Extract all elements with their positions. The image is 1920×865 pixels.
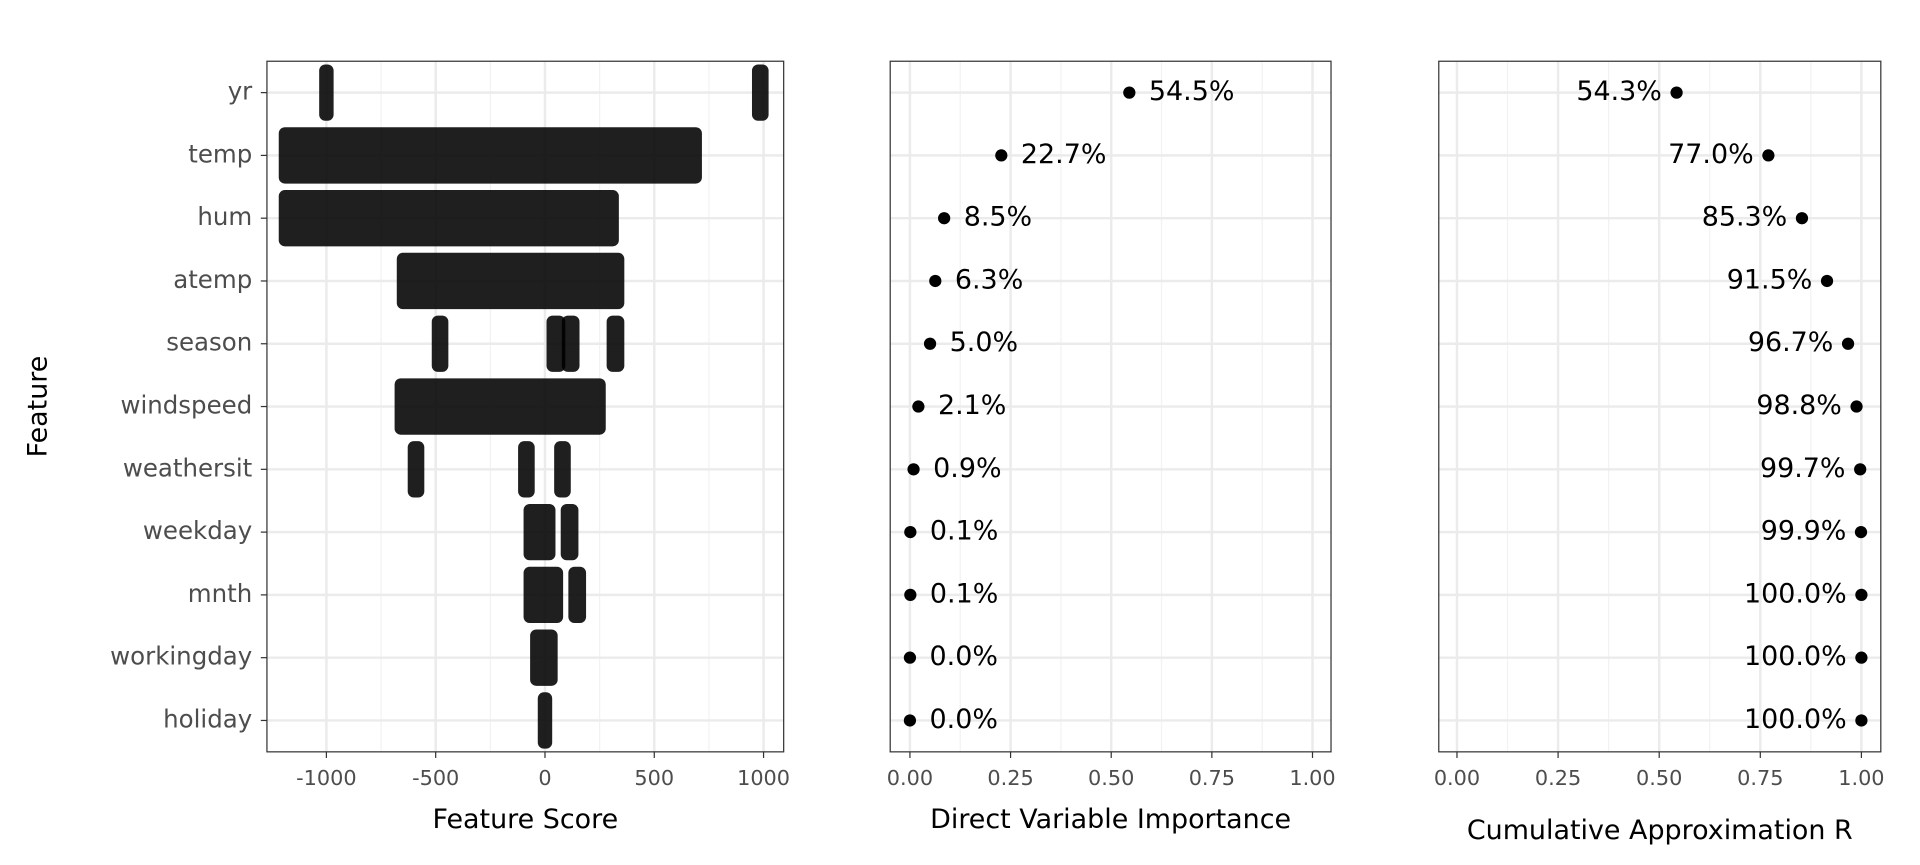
y-tick-label: temp xyxy=(188,139,252,168)
strip-cluster xyxy=(568,566,587,624)
value-label: 0.0% xyxy=(930,704,998,735)
dot xyxy=(1855,588,1868,602)
x-tick-label: 1000 xyxy=(737,766,790,790)
value-label: 99.9% xyxy=(1761,516,1847,547)
strip-cluster xyxy=(523,503,556,561)
strip-cluster xyxy=(278,127,702,184)
x-tick-label: 0.25 xyxy=(1535,766,1581,790)
x-tick-label: 0.00 xyxy=(1434,766,1480,790)
strip-cluster xyxy=(407,441,425,498)
y-tick-label: season xyxy=(166,328,252,357)
value-label: 100.0% xyxy=(1744,704,1847,735)
value-label: 98.8% xyxy=(1756,390,1842,421)
panel-border xyxy=(1438,60,1882,753)
dot xyxy=(1123,86,1136,99)
strip-cluster xyxy=(554,441,571,498)
value-label: 0.1% xyxy=(930,578,998,609)
y-tick-label: workingday xyxy=(110,642,252,671)
dot xyxy=(1854,525,1868,539)
strip-cluster xyxy=(278,190,619,247)
x-tick-label: 0.50 xyxy=(1636,766,1682,790)
dot xyxy=(904,525,917,539)
x-tick-label: 0.75 xyxy=(1189,766,1235,790)
dot xyxy=(1795,212,1809,225)
x-axis-title: Feature Score xyxy=(432,804,618,835)
strip-cluster xyxy=(546,315,566,372)
strip-cluster xyxy=(319,64,334,121)
y-tick-label: holiday xyxy=(163,704,252,733)
value-label: 5.0% xyxy=(950,327,1018,358)
y-tick-label: hum xyxy=(197,202,252,231)
panel-border xyxy=(889,60,1332,753)
value-label: 100.0% xyxy=(1744,578,1847,609)
dot xyxy=(903,651,917,664)
value-label: 54.3% xyxy=(1576,76,1662,107)
dot xyxy=(1855,651,1868,664)
strip-cluster xyxy=(518,441,535,498)
value-label: 100.0% xyxy=(1744,641,1847,672)
value-label: 96.7% xyxy=(1748,327,1834,358)
x-tick-label: -500 xyxy=(412,766,459,790)
y-tick-label: weekday xyxy=(143,516,252,545)
strip-cluster xyxy=(530,629,558,686)
dot xyxy=(912,400,925,413)
x-tick-label: 500 xyxy=(634,766,674,790)
y-tick-label: windspeed xyxy=(120,391,252,420)
y-tick-label: mnth xyxy=(188,579,252,608)
x-tick-label: -1000 xyxy=(296,766,356,790)
strip-cluster xyxy=(394,378,606,435)
x-tick-label: 1.00 xyxy=(1838,766,1884,790)
y-axis-title: Feature xyxy=(23,356,54,458)
dot xyxy=(903,714,917,727)
x-tick-label: 0.00 xyxy=(887,766,933,790)
strip-cluster xyxy=(537,692,553,749)
strip-cluster xyxy=(523,566,564,624)
value-label: 0.9% xyxy=(933,453,1001,484)
strip-cluster xyxy=(560,503,579,561)
dot xyxy=(1820,274,1834,288)
dot xyxy=(1854,463,1867,476)
value-label: 77.0% xyxy=(1668,139,1754,170)
x-axis-title: Direct Variable Importance xyxy=(930,804,1291,835)
x-tick-label: 0.25 xyxy=(987,766,1033,790)
dot xyxy=(904,588,917,602)
value-label: 8.5% xyxy=(964,202,1032,233)
value-label: 54.5% xyxy=(1149,76,1235,107)
strip-cluster xyxy=(396,252,625,310)
dot xyxy=(938,212,951,225)
dot xyxy=(923,337,937,350)
value-label: 2.1% xyxy=(938,390,1006,421)
y-tick-label: yr xyxy=(228,77,253,106)
value-label: 0.1% xyxy=(930,516,998,547)
value-label: 91.5% xyxy=(1727,264,1813,295)
dot xyxy=(1841,337,1855,350)
dot xyxy=(929,274,942,288)
dot xyxy=(1670,86,1683,99)
dot xyxy=(907,463,920,476)
dot xyxy=(1850,400,1863,413)
x-tick-label: 0.50 xyxy=(1088,766,1134,790)
value-label: 99.7% xyxy=(1760,453,1846,484)
value-label: 6.3% xyxy=(955,264,1023,295)
x-tick-label: 0 xyxy=(538,766,551,790)
dot xyxy=(1762,149,1775,162)
y-tick-label: weathersit xyxy=(123,453,253,482)
x-axis-title: Cumulative Approximation R xyxy=(1467,815,1853,846)
y-tick-label: atemp xyxy=(173,265,252,294)
value-label: 85.3% xyxy=(1702,202,1788,233)
dot xyxy=(1855,714,1868,727)
strip-cluster xyxy=(431,315,449,372)
value-label: 0.0% xyxy=(930,641,998,672)
x-tick-label: 1.00 xyxy=(1289,766,1335,790)
strip-cluster xyxy=(751,64,769,121)
x-tick-label: 0.75 xyxy=(1737,766,1783,790)
strip-cluster xyxy=(606,315,625,372)
strip-cluster xyxy=(561,315,580,372)
value-label: 22.7% xyxy=(1021,139,1107,170)
dot xyxy=(995,149,1008,162)
